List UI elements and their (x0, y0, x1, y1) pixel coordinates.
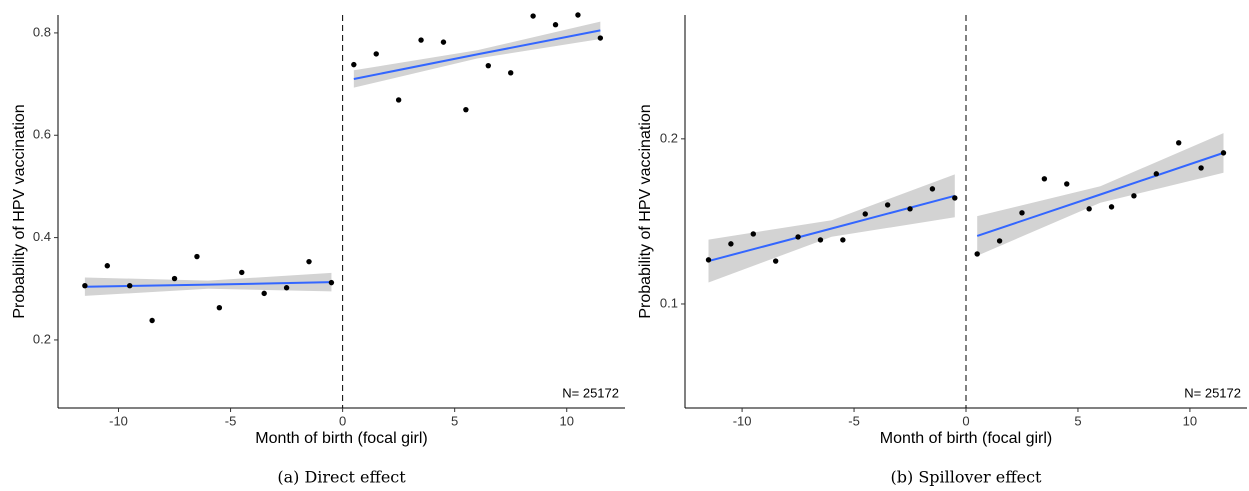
data-point (817, 237, 824, 243)
data-point (418, 37, 424, 43)
data-point (929, 186, 936, 192)
data-point (750, 231, 756, 237)
fit-line (353, 29, 601, 80)
x-tick-label: 10 (1183, 413, 1197, 428)
data-point (728, 241, 734, 247)
fit-line (84, 281, 332, 288)
x-tick-label: 0 (962, 413, 969, 428)
data-point (862, 211, 868, 217)
data-point (440, 39, 447, 45)
y-tick-label: 0.6 (33, 127, 51, 142)
data-point (907, 206, 913, 212)
caption: (a) Direct effect (277, 468, 406, 487)
data-point (82, 282, 88, 289)
y-tick-label: 0.1 (660, 295, 678, 310)
data-point (127, 282, 133, 289)
x-tick-label: -5 (848, 413, 860, 428)
data-point (194, 253, 200, 260)
data-point (104, 263, 111, 269)
annotation: N= 25172 (562, 385, 619, 400)
x-axis-title: Month of birth (focal girl) (880, 430, 1053, 447)
x-tick-label: -5 (225, 413, 237, 428)
x-tick-label: 5 (451, 413, 458, 428)
data-point (485, 62, 491, 69)
data-point (996, 238, 1003, 244)
data-point (840, 237, 846, 243)
y-axis-title: Probability of HPV vaccination (637, 104, 654, 318)
data-point (772, 258, 779, 264)
data-point (395, 97, 402, 103)
data-point (351, 61, 357, 68)
data-point (1064, 181, 1070, 187)
data-point (1108, 204, 1115, 210)
annotation: N= 25172 (1184, 385, 1241, 400)
data-point (552, 22, 559, 28)
y-tick-label: 0.2 (660, 130, 678, 145)
data-point (530, 13, 536, 19)
data-point (1220, 150, 1227, 156)
fit-line (708, 194, 956, 263)
data-point (1041, 176, 1048, 182)
data-point (705, 257, 712, 263)
y-axis-title: Probability of HPV vaccination (11, 104, 28, 318)
data-point (1198, 165, 1204, 171)
data-point (149, 317, 155, 324)
data-point (508, 70, 514, 76)
data-point (1176, 140, 1182, 146)
data-point (597, 35, 604, 41)
y-tick-label: 0.2 (33, 331, 51, 346)
data-point (463, 106, 469, 113)
data-point (239, 269, 245, 276)
data-point (1153, 171, 1160, 177)
data-point (283, 285, 290, 291)
x-tick-label: 5 (1074, 413, 1081, 428)
caption: (b) Spillover effect (891, 468, 1043, 487)
data-point (884, 202, 891, 208)
data-point (1131, 193, 1137, 199)
data-point (952, 195, 958, 201)
data-point (795, 234, 801, 240)
x-tick-label: 10 (559, 413, 573, 428)
x-tick-label: 0 (339, 413, 346, 428)
x-tick-label: -10 (733, 413, 752, 428)
data-point (1019, 210, 1025, 216)
x-axis-title: Month of birth (focal girl) (255, 430, 428, 447)
y-tick-label: 0.4 (33, 229, 51, 244)
y-tick-label: 0.8 (33, 24, 51, 39)
data-point (575, 12, 581, 18)
data-point (328, 279, 335, 286)
data-point (1086, 206, 1092, 212)
data-point (261, 290, 267, 297)
data-point (306, 258, 312, 265)
fit-line (976, 151, 1224, 237)
data-point (974, 251, 980, 257)
data-point (171, 275, 178, 282)
data-point (216, 305, 223, 311)
data-point (373, 51, 379, 57)
x-tick-label: -10 (109, 413, 128, 428)
